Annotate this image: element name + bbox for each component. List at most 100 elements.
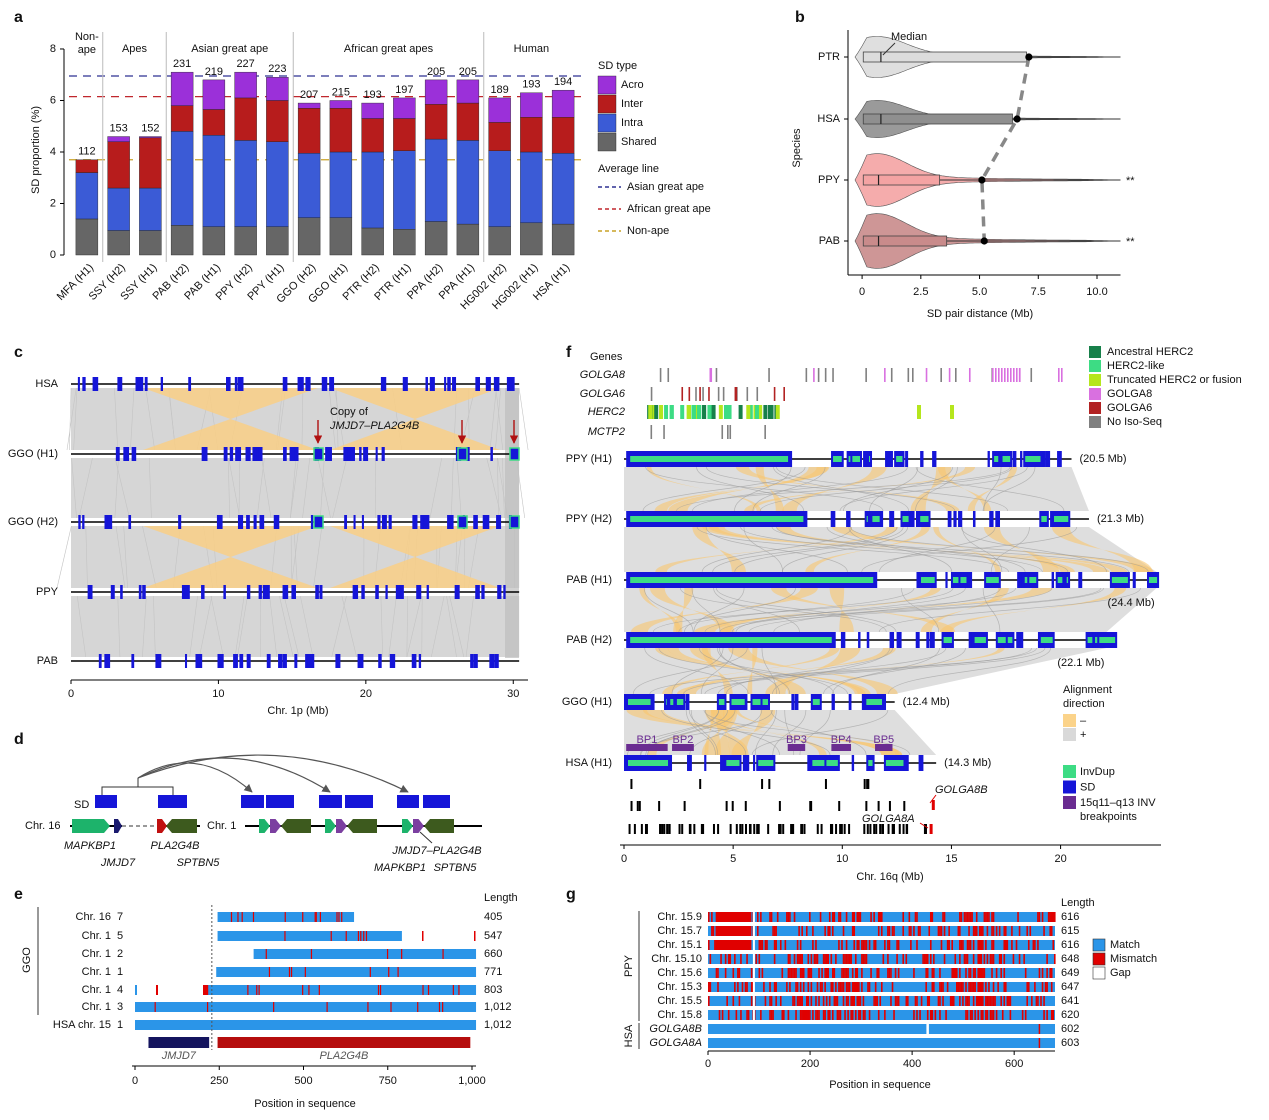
mismatch (845, 968, 848, 978)
gene-arrow (325, 819, 336, 833)
sd-block (1020, 451, 1023, 467)
mismatch (972, 940, 975, 950)
legend-label: Mismatch (1110, 953, 1157, 965)
mismatch (734, 926, 736, 936)
golga-mark (712, 824, 715, 834)
sd-block (237, 515, 244, 529)
mismatch (972, 968, 975, 978)
row-length: 615 (1061, 925, 1079, 937)
alignment-line (66, 387, 77, 451)
gene-tick (764, 425, 766, 439)
invdup (1041, 516, 1047, 522)
mismatch (827, 1010, 830, 1020)
mismatch (988, 982, 990, 992)
mismatch (729, 954, 732, 964)
gene-tick (948, 368, 951, 382)
mismatch (1046, 954, 1048, 964)
alignment-bar (135, 1002, 477, 1012)
box (862, 51, 1027, 63)
invdup (630, 516, 804, 522)
mismatch (974, 982, 976, 992)
mismatch (862, 996, 865, 1006)
golga-mark (843, 824, 846, 834)
gene-arrow (157, 819, 167, 833)
mismatch (853, 982, 856, 992)
mismatch (858, 982, 860, 992)
mismatch (273, 1002, 275, 1012)
gene-tick (695, 387, 697, 401)
sd-block (1016, 632, 1021, 648)
sd-block (325, 447, 328, 461)
bar-segment (139, 187, 162, 231)
mismatch (856, 912, 859, 922)
breakpoint-label: BP1 (637, 734, 658, 746)
row-length: 547 (484, 930, 502, 942)
mismatch (879, 912, 882, 922)
inversion-ribbon (937, 467, 992, 511)
mismatch (949, 996, 952, 1006)
sd-block (184, 654, 188, 668)
mismatch (377, 985, 380, 995)
mismatch (1027, 982, 1030, 992)
inversion-ribbon (805, 527, 930, 572)
sd-block (104, 654, 111, 668)
alignment-line (712, 526, 898, 573)
mismatch (847, 982, 849, 992)
inversion-ribbon (689, 648, 806, 694)
invdup (952, 577, 959, 583)
gene-tick (955, 368, 957, 382)
sd-block (95, 795, 117, 808)
invdup (718, 699, 725, 705)
mismatch (779, 996, 782, 1006)
gap (752, 926, 755, 936)
mismatch (1047, 912, 1050, 922)
mismatch (966, 1010, 969, 1020)
mismatch (1021, 1010, 1024, 1020)
mismatch (801, 954, 803, 964)
mismatch (822, 1010, 825, 1020)
mismatch (715, 912, 752, 922)
mismatch (442, 1002, 444, 1012)
gene-tick (813, 368, 815, 382)
mismatch (818, 1010, 820, 1020)
mismatch (793, 954, 796, 964)
mismatch (978, 982, 981, 992)
mismatch (789, 968, 791, 978)
alignment-line (688, 709, 747, 756)
sd-block (359, 447, 362, 461)
sd-block (920, 451, 924, 467)
bar-segment (520, 151, 543, 224)
alignment-line (341, 595, 357, 658)
pointer (419, 831, 433, 844)
gene-tick (654, 405, 659, 419)
sd-block (998, 451, 1003, 467)
mismatch (864, 954, 866, 964)
alignment-line (317, 457, 331, 519)
gap (752, 912, 755, 922)
y-tick-label: 2 (50, 197, 56, 209)
sd-block (687, 755, 692, 771)
row-chromosome: Chr. 1 (82, 930, 111, 942)
mismatch (916, 940, 918, 950)
mismatch (790, 968, 793, 978)
mismatch (992, 954, 995, 964)
gene-arrow (424, 819, 454, 833)
mismatch (907, 996, 909, 1006)
inversion-ribbon (143, 526, 318, 588)
alignment-line (406, 595, 422, 658)
mismatch (284, 912, 286, 922)
golga-mark (875, 824, 878, 834)
alignment-bar (205, 985, 477, 995)
mismatch (764, 996, 767, 1006)
sd-block (357, 654, 364, 668)
mismatch (793, 912, 796, 922)
mismatch (761, 968, 764, 978)
bar-label: 112 (78, 146, 96, 158)
mismatch (926, 996, 929, 1006)
bar-segment (234, 97, 257, 141)
sd-block (160, 377, 164, 391)
mismatch (978, 940, 981, 950)
x-tick-label: 0 (621, 853, 627, 865)
mismatch (1052, 1010, 1055, 1020)
mismatch (908, 912, 911, 922)
